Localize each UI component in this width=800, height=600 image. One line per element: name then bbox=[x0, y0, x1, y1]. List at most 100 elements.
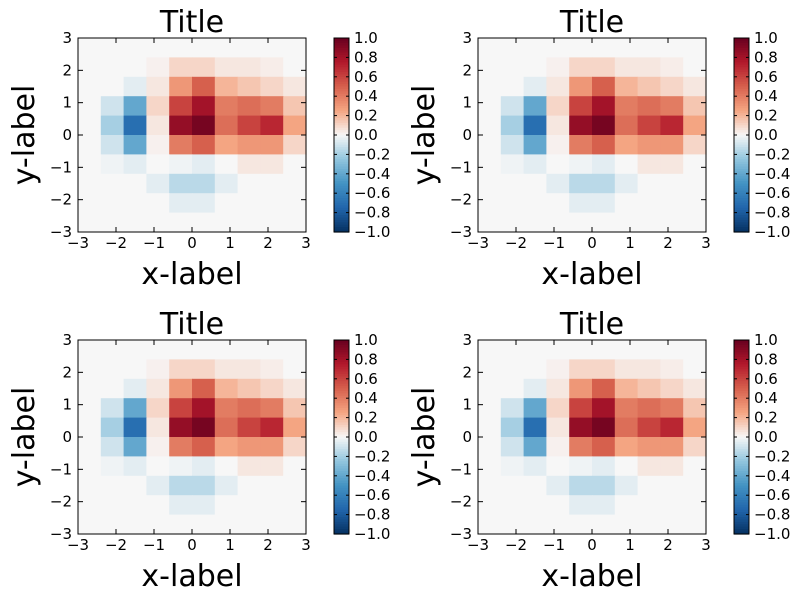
heatmap-cell bbox=[660, 514, 684, 535]
heatmap-cell bbox=[592, 96, 616, 117]
heatmap-cell bbox=[283, 417, 307, 438]
chart-panel-3: −3 −2 −1 0 1 2 3 −3 −2 −1 0 1 2 3 Title x-label y-label −… bbox=[7, 307, 390, 594]
x-tick-label: −2 bbox=[505, 234, 527, 252]
colorbar-step bbox=[734, 504, 749, 508]
colorbar-tick-label: −0.8 bbox=[754, 204, 790, 222]
colorbar-step bbox=[334, 205, 349, 209]
x-tick-label: 1 bbox=[625, 536, 635, 554]
colorbar-step bbox=[334, 468, 349, 472]
heatmap-cell bbox=[592, 417, 616, 438]
heatmap-cell bbox=[214, 135, 239, 155]
colorbar-step bbox=[734, 122, 749, 126]
heatmap-cell bbox=[260, 417, 284, 438]
colorbar-step bbox=[734, 118, 749, 122]
heatmap-cell bbox=[637, 378, 661, 399]
heatmap-cell bbox=[614, 417, 639, 438]
colorbar-step bbox=[734, 139, 749, 143]
y-tick-label: 3 bbox=[462, 29, 472, 47]
heatmap-cell bbox=[478, 38, 502, 58]
heatmap-cell bbox=[237, 340, 261, 360]
heatmap-cell bbox=[169, 173, 193, 194]
heatmap-cell bbox=[214, 475, 239, 496]
colorbar-step bbox=[734, 526, 749, 530]
heatmap-cell bbox=[100, 212, 125, 233]
heatmap-cell bbox=[214, 456, 239, 477]
x-tick-label: 3 bbox=[701, 234, 711, 252]
heatmap-cell bbox=[146, 173, 170, 194]
colorbar-step bbox=[334, 521, 349, 525]
heatmap-cell bbox=[592, 212, 616, 233]
chart-panel-2: −3 −2 −1 0 1 2 3 −3 −2 −1 0 1 2 3 Title x-label y-label −… bbox=[407, 5, 790, 292]
colorbar-step bbox=[734, 202, 749, 206]
colorbar-step bbox=[334, 188, 349, 192]
heatmap-cell bbox=[283, 38, 307, 58]
heatmap-cell bbox=[192, 456, 216, 477]
colorbar-step bbox=[734, 398, 749, 402]
heatmap-cell bbox=[683, 359, 707, 380]
colorbar-step bbox=[734, 210, 749, 214]
x-axis-label: x-label bbox=[141, 559, 242, 594]
heatmap-cell bbox=[123, 417, 147, 438]
heatmap-cell bbox=[500, 378, 525, 399]
heatmap-cell bbox=[123, 340, 147, 360]
colorbar-step bbox=[334, 381, 349, 385]
colorbar-step bbox=[334, 434, 349, 438]
colorbar-step bbox=[734, 502, 749, 506]
heatmap-cell bbox=[78, 398, 102, 419]
heatmap-cell bbox=[123, 495, 147, 516]
x-axis-label: x-label bbox=[541, 257, 642, 292]
colorbar-step bbox=[334, 369, 349, 373]
heatmap-cell bbox=[660, 135, 684, 155]
heatmap-cell bbox=[683, 193, 707, 214]
colorbar-step bbox=[734, 147, 749, 151]
x-tick-label: −3 bbox=[67, 234, 89, 252]
heatmap-cell bbox=[523, 173, 547, 194]
colorbar-step bbox=[734, 500, 749, 504]
colorbar-step bbox=[334, 361, 349, 365]
colorbar-step bbox=[334, 212, 349, 216]
heatmap-cell bbox=[660, 212, 684, 233]
heatmap-cell bbox=[614, 378, 639, 399]
colorbar-step bbox=[334, 427, 349, 431]
colorbar-step bbox=[334, 449, 349, 453]
colorbar-step bbox=[734, 490, 749, 494]
heatmap-cell bbox=[169, 57, 193, 78]
colorbar-tick-label: 0.8 bbox=[354, 48, 378, 66]
heatmap-cell bbox=[237, 135, 261, 155]
heatmap-cell bbox=[523, 398, 547, 419]
heatmap-cell bbox=[237, 417, 261, 438]
colorbar-step bbox=[734, 164, 749, 168]
colorbar-step bbox=[734, 371, 749, 375]
heatmap-cell bbox=[523, 495, 547, 516]
colorbar-step bbox=[334, 490, 349, 494]
y-tick-label: −1 bbox=[50, 158, 72, 176]
colorbar-step bbox=[334, 444, 349, 448]
colorbar-step bbox=[334, 137, 349, 141]
colorbar-tick-label: 0.0 bbox=[354, 126, 378, 144]
colorbar-step bbox=[334, 193, 349, 197]
colorbar-step bbox=[734, 407, 749, 411]
colorbar-step bbox=[734, 67, 749, 71]
colorbar-step bbox=[334, 135, 349, 139]
colorbar-step bbox=[734, 451, 749, 455]
colorbar-step bbox=[734, 344, 749, 348]
colorbar-step bbox=[334, 393, 349, 397]
heatmap-cell bbox=[569, 495, 593, 516]
heatmap-cell bbox=[146, 437, 170, 457]
heatmap-cell bbox=[500, 495, 525, 516]
colorbar-step bbox=[734, 69, 749, 73]
x-tick-label: −1 bbox=[143, 536, 165, 554]
heatmap-cell bbox=[78, 340, 102, 360]
heatmap-cell bbox=[546, 495, 570, 516]
colorbar-step bbox=[734, 453, 749, 457]
colorbar-tick-label: 1.0 bbox=[754, 29, 778, 47]
colorbar-tick-label: −0.6 bbox=[354, 486, 390, 504]
colorbar-step bbox=[734, 466, 749, 470]
heatmap-cell bbox=[683, 96, 707, 117]
colorbar-tick-label: 0.8 bbox=[754, 48, 778, 66]
colorbar-step bbox=[734, 103, 749, 107]
chart-title: Title bbox=[159, 5, 224, 40]
heatmap-cell bbox=[500, 96, 525, 117]
y-tick-label: −2 bbox=[450, 493, 472, 511]
heatmap-cell bbox=[192, 398, 216, 419]
